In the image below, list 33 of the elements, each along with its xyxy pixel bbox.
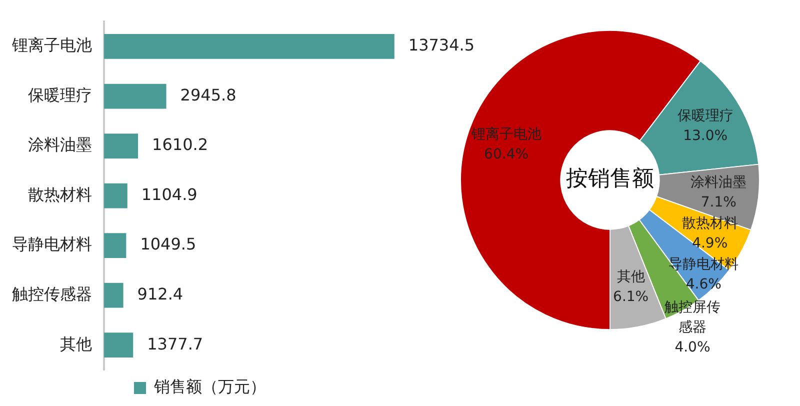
bar <box>104 282 124 308</box>
data-label: 1610.2 <box>152 135 208 154</box>
y-tick-label: 散热材料 <box>28 184 92 204</box>
data-label: 13734.5 <box>408 36 475 55</box>
y-tick-label: 其他 <box>60 334 92 354</box>
bar <box>104 34 394 59</box>
y-tick-label: 触控传感器 <box>12 284 92 304</box>
y-tick-label: 导静电材料 <box>12 234 92 254</box>
data-label: 4.0% <box>674 340 710 356</box>
slice-label: 锂离子电池 <box>470 126 542 143</box>
data-label: 13.0% <box>683 128 728 144</box>
legend-label: 销售额（万元） <box>153 377 266 396</box>
data-label: 4.9% <box>692 235 728 252</box>
data-label: 1049.5 <box>140 234 196 254</box>
y-tick-label: 锂离子电池 <box>11 36 92 55</box>
data-label: 1104.9 <box>141 184 198 204</box>
bar <box>104 84 166 109</box>
bar <box>104 233 126 258</box>
data-label: 60.4% <box>484 146 529 163</box>
data-label: 6.1% <box>613 289 649 306</box>
bar <box>104 134 138 158</box>
bar <box>104 332 134 358</box>
slice-label: 其他 <box>616 269 645 286</box>
slice-label: 涂料油墨 <box>690 174 747 190</box>
bar <box>104 183 128 208</box>
data-label: 2945.8 <box>180 85 236 104</box>
text: 按销售额 <box>566 166 654 192</box>
data-label: 912.4 <box>137 284 184 304</box>
y-tick-label: 涂料油墨 <box>28 135 92 154</box>
y-tick-label: 保暖理疗 <box>28 85 92 104</box>
data-label: 1377.7 <box>147 334 204 354</box>
slice-label: 保暖理疗 <box>677 108 734 124</box>
data-label: 7.1% <box>700 194 736 210</box>
